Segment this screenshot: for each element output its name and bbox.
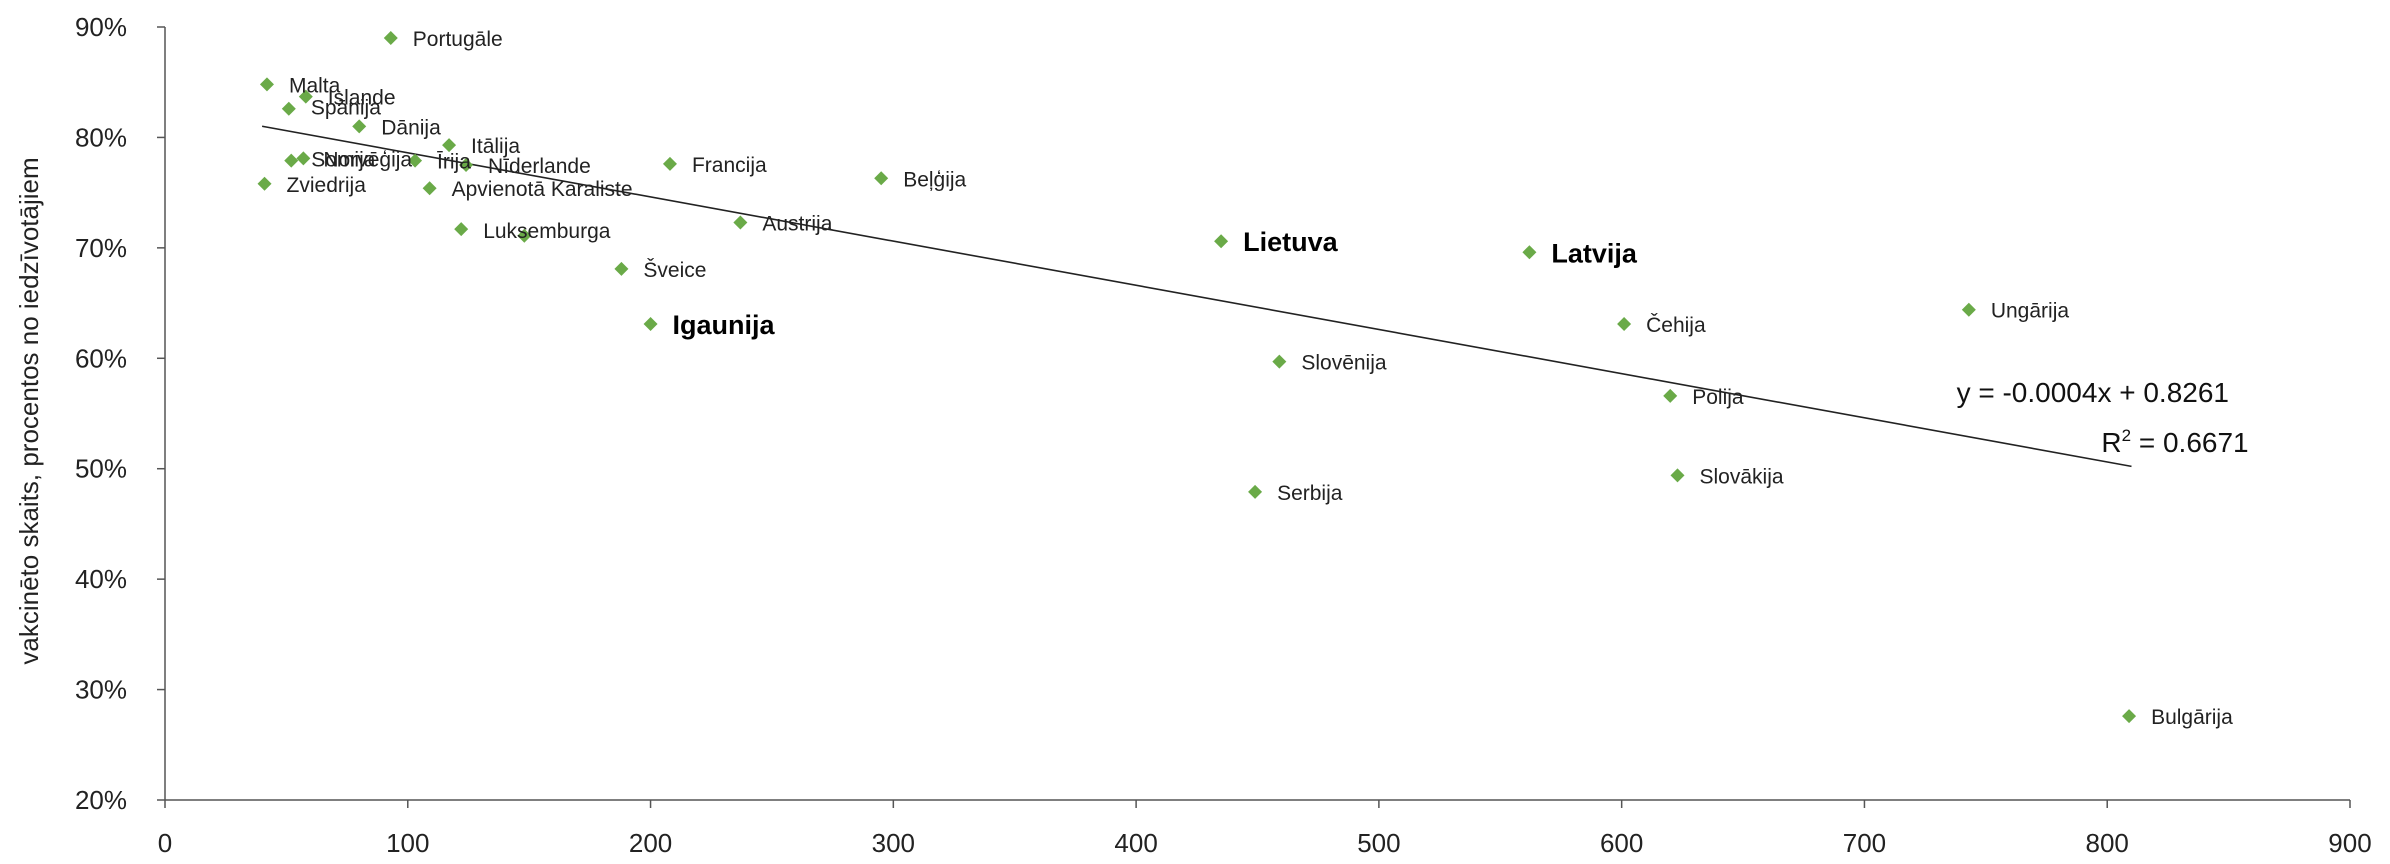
point-label: Slovēnija <box>1301 352 1387 375</box>
point-label: Portugāle <box>413 28 503 51</box>
point-label: Austrija <box>762 212 832 235</box>
y-axis: 20% 30% 40% 50% 60% 70% 80% 90% <box>75 12 166 815</box>
trendline-r-squared: R2 = 0.6671 <box>2101 426 2248 458</box>
point-label: Islande <box>328 87 396 110</box>
y-axis-title: vakcinēto skaits, procentos no iedzīvotā… <box>14 157 44 664</box>
point-label: Itālija <box>471 135 520 158</box>
data-point <box>2122 709 2137 724</box>
x-tick-label: 300 <box>872 828 915 858</box>
point-label: Čehija <box>1646 314 1706 337</box>
point-label: Slovākija <box>1700 465 1784 488</box>
data-point <box>408 153 423 168</box>
point-label: Nīderlande <box>488 155 591 178</box>
y-tick-label: 20% <box>75 785 127 815</box>
point-label: Apvienotā Karaliste <box>452 178 633 201</box>
data-point <box>662 156 677 171</box>
y-tick-label: 90% <box>75 12 127 42</box>
trendline-equation: y = -0.0004x + 0.8261 <box>1957 377 2229 408</box>
point-label: Somija <box>311 149 376 172</box>
data-point <box>1961 302 1976 317</box>
trendline-group <box>261 125 2132 468</box>
data-point <box>1214 234 1229 249</box>
data-point <box>1272 354 1287 369</box>
point-label: Malta <box>289 74 341 97</box>
point-label: Serbija <box>1277 482 1343 505</box>
data-points <box>257 31 2137 724</box>
point-label: Igaunija <box>673 310 776 340</box>
x-tick-label: 700 <box>1843 828 1886 858</box>
data-point <box>281 101 296 116</box>
y-tick-label: 80% <box>75 122 127 152</box>
point-label: Polija <box>1692 386 1744 409</box>
point-label: Latvija <box>1551 238 1638 268</box>
data-point <box>1522 245 1537 260</box>
y-tick-label: 50% <box>75 454 127 484</box>
y-tick-label: 40% <box>75 564 127 594</box>
x-tick-label: 400 <box>1114 828 1157 858</box>
point-label: Beļģija <box>903 168 966 191</box>
trendline <box>261 125 2132 468</box>
data-point <box>383 31 398 46</box>
data-point <box>614 261 629 276</box>
point-label: Norvēģija <box>323 148 412 171</box>
x-tick-label: 900 <box>2328 828 2371 858</box>
y-tick-label: 60% <box>75 343 127 373</box>
data-point <box>874 171 889 186</box>
point-label: Luksemburga <box>483 220 611 243</box>
data-point <box>442 138 457 153</box>
data-point <box>1670 468 1685 483</box>
point-label: Zviedrija <box>287 174 367 197</box>
x-tick-label: 0 <box>158 828 172 858</box>
x-tick-label: 800 <box>2086 828 2129 858</box>
data-point <box>643 317 658 332</box>
data-point <box>422 181 437 196</box>
point-label: Šveice <box>643 259 706 282</box>
y-tick-label: 70% <box>75 233 127 263</box>
x-axis: 0 100 200 300 400 500 600 700 800 900 <box>158 799 2372 858</box>
data-point <box>454 222 469 237</box>
data-point <box>459 158 474 173</box>
point-label: Īrija <box>437 151 471 174</box>
point-label: Lietuva <box>1243 227 1339 257</box>
point-label: Dānija <box>381 116 441 139</box>
x-tick-label: 600 <box>1600 828 1643 858</box>
data-point <box>733 215 748 230</box>
point-label: Francija <box>692 154 767 177</box>
y-tick-label: 30% <box>75 675 127 705</box>
data-point <box>517 228 532 243</box>
point-label: Ungārija <box>1991 300 2070 323</box>
point-label: Spānija <box>311 97 381 120</box>
data-point <box>284 153 299 168</box>
x-tick-label: 200 <box>629 828 672 858</box>
data-point <box>1617 317 1632 332</box>
data-point <box>259 77 274 92</box>
data-point <box>1248 484 1263 499</box>
x-tick-label: 100 <box>386 828 429 858</box>
data-point <box>1663 388 1678 403</box>
x-tick-label: 500 <box>1357 828 1400 858</box>
data-point <box>298 89 313 104</box>
data-point <box>257 176 272 191</box>
data-point <box>296 151 311 166</box>
point-label: Bulgārija <box>2151 706 2233 729</box>
data-point <box>352 119 367 134</box>
